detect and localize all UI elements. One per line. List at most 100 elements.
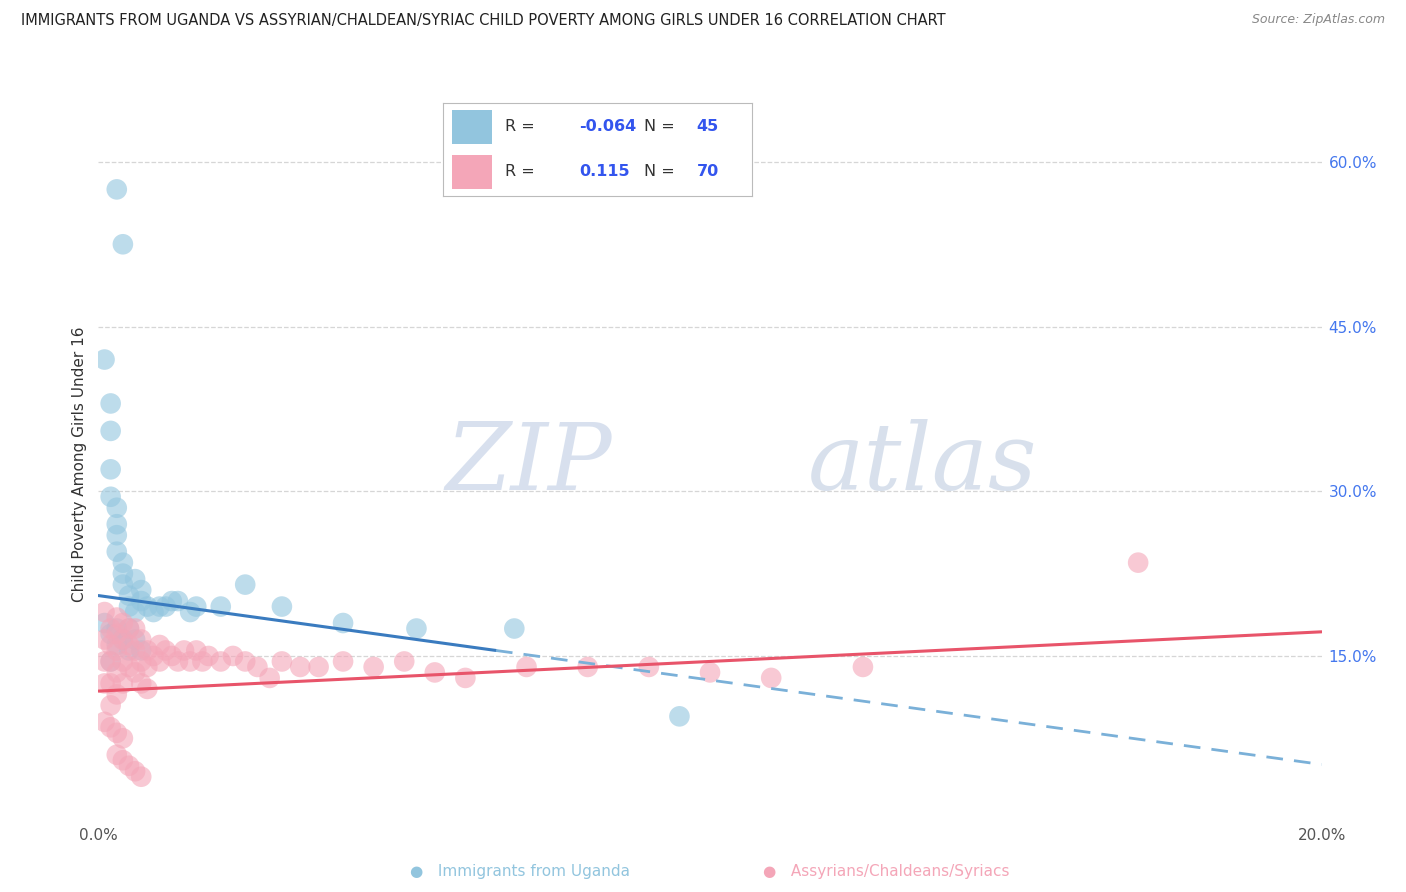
Point [124,764,146,779]
Point [759,671,782,685]
Point [576,660,599,674]
Point [191,655,214,669]
Point [100,655,122,669]
Point [155,599,177,614]
Text: N =: N = [644,120,681,135]
Text: R =: R = [505,120,540,135]
Point [423,665,446,680]
Point [111,577,134,591]
Point [668,709,690,723]
Point [124,622,146,636]
Point [149,638,172,652]
Point [160,648,183,663]
Point [93,605,115,619]
Point [105,665,128,680]
Point [100,622,122,636]
Point [173,643,195,657]
Point [100,720,122,734]
Point [129,643,152,657]
Point [105,610,128,624]
Text: atlas: atlas [808,419,1038,508]
Point [105,726,128,740]
Point [100,396,122,410]
Point [149,599,172,614]
Point [118,622,141,636]
Point [246,660,269,674]
Point [308,660,330,674]
Point [124,572,146,586]
Point [105,638,128,652]
Point [270,655,292,669]
Point [111,566,134,581]
Point [129,594,152,608]
Point [332,615,354,630]
Point [142,648,165,663]
Point [1128,556,1150,570]
Point [111,632,134,647]
Point [118,643,141,657]
Point [124,632,146,647]
Text: R =: R = [505,164,540,179]
Point [186,599,208,614]
Point [167,594,190,608]
Point [179,655,201,669]
Point [136,643,159,657]
Point [129,676,152,690]
Point [105,500,128,515]
Point [209,655,232,669]
Point [392,655,416,669]
Point [105,528,128,542]
Text: N =: N = [644,164,681,179]
Point [160,594,183,608]
Point [129,632,152,647]
Point [105,517,128,532]
FancyBboxPatch shape [453,155,492,189]
Point [100,490,122,504]
Point [93,632,115,647]
Point [105,627,128,641]
Point [111,615,134,630]
Point [136,599,159,614]
Point [149,655,172,669]
Text: IMMIGRANTS FROM UGANDA VS ASSYRIAN/CHALDEAN/SYRIAC CHILD POVERTY AMONG GIRLS UND: IMMIGRANTS FROM UGANDA VS ASSYRIAN/CHALD… [21,13,946,29]
Point [637,660,661,674]
Point [290,660,312,674]
Text: ●   Immigrants from Uganda: ● Immigrants from Uganda [411,863,630,879]
Point [129,655,152,669]
Point [100,424,122,438]
Point [93,655,115,669]
Text: 0.115: 0.115 [579,164,630,179]
Text: 70: 70 [696,164,718,179]
Point [129,583,152,598]
Point [233,577,256,591]
Point [124,605,146,619]
Point [105,544,128,558]
FancyBboxPatch shape [453,110,492,144]
Point [233,655,256,669]
Point [167,655,190,669]
Point [699,665,721,680]
Point [111,632,134,647]
Point [118,660,141,674]
Point [111,753,134,767]
Text: ZIP: ZIP [446,419,612,508]
Y-axis label: Child Poverty Among Girls Under 16: Child Poverty Among Girls Under 16 [72,326,87,601]
Point [105,643,128,657]
Point [197,648,219,663]
Point [105,182,128,196]
Point [259,671,281,685]
Point [222,648,245,663]
Point [118,599,141,614]
Point [111,655,134,669]
Point [111,237,134,252]
Point [118,638,141,652]
Point [118,758,141,772]
Point [93,615,115,630]
Point [100,655,122,669]
Point [93,714,115,729]
Text: -0.064: -0.064 [579,120,637,135]
Point [129,770,152,784]
Point [516,660,538,674]
Point [186,643,208,657]
Point [332,655,354,669]
